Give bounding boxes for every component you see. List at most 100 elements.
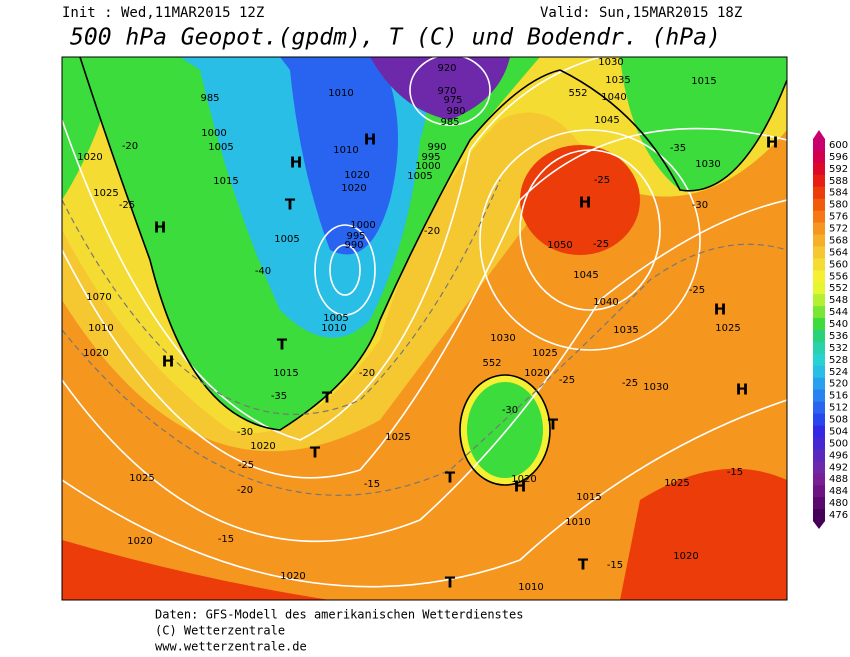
colorbar-label: 552 (829, 283, 848, 294)
colorbar-swatch (813, 294, 825, 307)
colorbar-swatch (813, 497, 825, 510)
contour-label: -35 (271, 391, 287, 402)
colorbar-swatch (813, 509, 825, 522)
contour-label: 1005 (323, 313, 348, 324)
colorbar-label: 512 (829, 403, 848, 414)
contour-label: 920 (437, 63, 456, 74)
contour-label: 1020 (280, 571, 305, 582)
contour-label: 1015 (691, 76, 716, 87)
pressure-center: H (364, 131, 377, 149)
contour-label: 1025 (532, 348, 557, 359)
map-frame (61, 56, 788, 601)
contour-label: -30 (502, 405, 518, 416)
contour-label: -15 (727, 467, 743, 478)
colorbar-label: 600 (829, 140, 848, 151)
colorbar-swatch (813, 330, 825, 343)
contour-label: 1010 (88, 323, 113, 334)
colorbar-swatch (813, 318, 825, 331)
colorbar-swatch (813, 473, 825, 486)
colorbar-swatch (813, 461, 825, 474)
pressure-center: T (445, 469, 456, 487)
pressure-center: H (736, 381, 749, 399)
colorbar-label: 540 (829, 319, 848, 330)
pressure-center: T (285, 196, 296, 214)
pressure-center: H (154, 219, 167, 237)
colorbar-swatch (813, 270, 825, 283)
pressure-center: H (162, 353, 175, 371)
contour-label: 980 (446, 106, 465, 117)
contour-label: 995 (346, 231, 365, 242)
contour-label: 1030 (598, 57, 623, 68)
contour-label: -35 (670, 143, 686, 154)
colorbar-label: 544 (829, 307, 848, 318)
contour-label: 1040 (601, 92, 626, 103)
colorbar-swatch (813, 246, 825, 259)
contour-label: -15 (607, 560, 623, 571)
pressure-center: H (290, 154, 303, 172)
contour-label: 1035 (605, 75, 630, 86)
contour-label: 1015 (273, 368, 298, 379)
contour-label: 1020 (127, 536, 152, 547)
colorbar-swatch (813, 413, 825, 426)
colorbar-cap (813, 521, 825, 529)
colorbar-swatch (813, 365, 825, 379)
contour-label: -30 (237, 427, 253, 438)
colorbar-swatch (813, 258, 825, 271)
pressure-center: T (445, 574, 456, 592)
colorbar-label: 588 (829, 176, 848, 187)
contour-label: 1005 (208, 142, 233, 153)
contour-label: -20 (237, 485, 253, 496)
contour-label: 1070 (86, 292, 111, 303)
contour-label: -20 (424, 226, 440, 237)
contour-label: -25 (594, 175, 610, 186)
pressure-center: T (277, 336, 288, 354)
contour-label: -20 (359, 368, 375, 379)
colorbar-swatch (813, 353, 825, 367)
init-time: Init : Wed,11MAR2015 12Z (62, 5, 264, 21)
colorbar-label: 528 (829, 355, 848, 366)
contour-label: 1045 (594, 115, 619, 126)
contour-label: 1025 (715, 323, 740, 334)
contour-label: -20 (122, 141, 138, 152)
contour-label: 1000 (415, 161, 440, 172)
colorbar-label: 536 (829, 331, 848, 342)
contour-label: -25 (593, 239, 609, 250)
contour-label: 1020 (250, 441, 275, 452)
colorbar-label: 508 (829, 415, 848, 426)
contour-label: 1030 (695, 159, 720, 170)
contour-label: -15 (364, 479, 380, 490)
colorbar-swatch (813, 282, 825, 295)
colorbar-label: 524 (829, 367, 848, 378)
contour-label: 990 (427, 142, 446, 153)
colorbar-label: 564 (829, 247, 848, 258)
colorbar-swatch (813, 198, 825, 212)
colorbar-label: 592 (829, 164, 848, 175)
colorbar-label: 548 (829, 295, 848, 306)
colorbar-label: 532 (829, 343, 848, 354)
contour-label: 1020 (77, 152, 102, 163)
contour-label: 1045 (573, 270, 598, 281)
colorbar-swatch (813, 174, 825, 188)
contour-label: 552 (482, 358, 501, 369)
footer-line: www.wetterzentrale.de (155, 640, 307, 654)
valid-time: Valid: Sun,15MAR2015 18Z (540, 5, 742, 21)
colorbar-swatch (813, 222, 825, 235)
colorbar-swatch (813, 341, 825, 355)
pressure-center: H (714, 301, 727, 319)
colorbar-swatch (813, 210, 825, 224)
pressure-center: T (310, 444, 321, 462)
contour-label: 1020 (341, 183, 366, 194)
contour-label: 1025 (664, 478, 689, 489)
map-title: 500 hPa Geopot.(gpdm), T (C) und Bodendr… (70, 25, 721, 51)
colorbar-label: 584 (829, 188, 848, 199)
pressure-center: H (579, 194, 592, 212)
contour-label: 1030 (643, 382, 668, 393)
contour-label: 1015 (576, 492, 601, 503)
contour-label: 1015 (213, 176, 238, 187)
contour-label: 970 (437, 86, 456, 97)
contour-label: 1020 (83, 348, 108, 359)
contour-label: -30 (692, 200, 708, 211)
colorbar-swatch (813, 150, 825, 164)
